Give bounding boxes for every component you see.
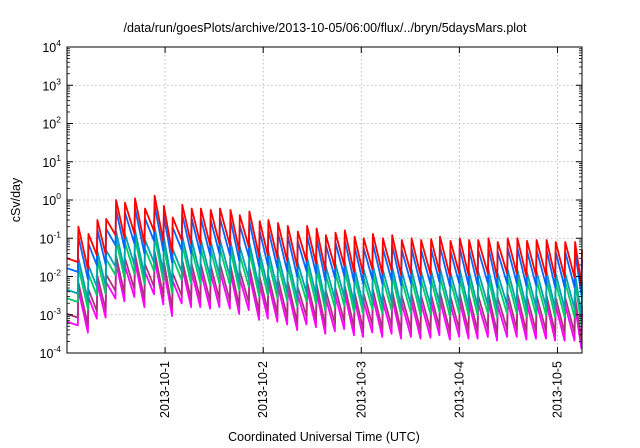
x-tick-label: 2013-10-4 (452, 361, 466, 418)
series-group (66, 194, 583, 350)
y-tick-label: 104 (42, 38, 61, 55)
x-axis-label: Coordinated Universal Time (UTC) (228, 430, 420, 444)
x-axis: 2013-10-1 2013-10-2 2013-10-3 2013-10-4 2013… (158, 47, 564, 418)
x-tick-label: 2013-10-1 (158, 361, 172, 418)
x-tick-label: 2013-10-5 (550, 361, 564, 418)
y-tick-label: 10-4 (40, 344, 62, 361)
y-tick-label: 10-1 (40, 229, 62, 246)
y-tick-label: 102 (42, 115, 61, 132)
y-tick-label: 100 (42, 191, 61, 208)
y-tick-label: 10-3 (40, 306, 62, 323)
chart-title: /data/run/goesPlots/archive/2013-10-05/0… (123, 21, 527, 35)
y-tick-label: 10-2 (40, 268, 62, 285)
series-line (66, 194, 583, 286)
y-tick-label: 101 (42, 153, 61, 170)
y-axis-label: cSv/day (9, 177, 23, 222)
y-axis: 10-4 10-3 10-2 10-1 100 101 102 103 104 (40, 38, 582, 361)
y-tick-label: 103 (42, 76, 61, 93)
x-tick-label: 2013-10-3 (354, 361, 368, 418)
x-tick-label: 2013-10-2 (256, 361, 270, 418)
